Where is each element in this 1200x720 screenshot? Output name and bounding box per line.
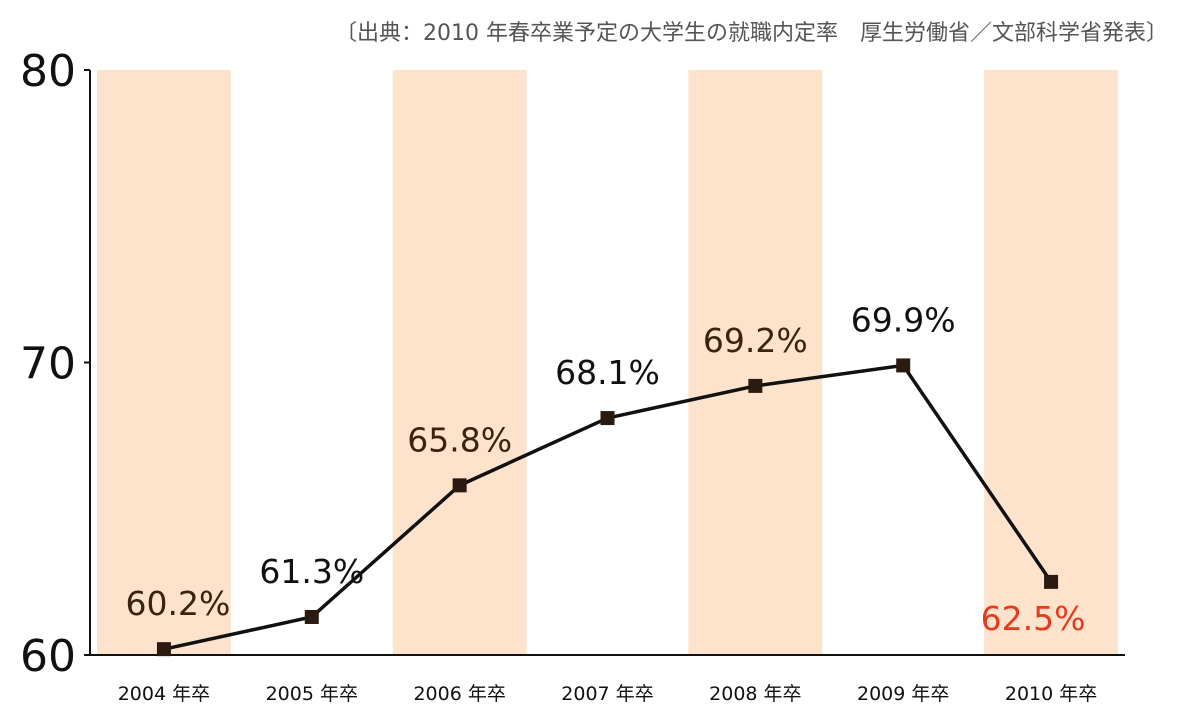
data-labels: 60.2% 61.3% 65.8% 68.1% 69.2% 69.9% 62.5% — [126, 300, 1086, 637]
series-line — [163, 363, 1053, 651]
band-2 — [392, 70, 527, 655]
data-label-5: 69.9% — [851, 300, 956, 339]
x-tick-label-1: 2005 年卒 — [266, 683, 358, 705]
x-tick-label-4: 2008 年卒 — [709, 683, 801, 705]
data-point-5 — [896, 358, 911, 373]
data-point-0 — [156, 642, 171, 657]
y-tick-label-1: 70 — [20, 339, 76, 390]
data-label-0: 60.2% — [126, 584, 231, 623]
data-point-1 — [304, 609, 319, 624]
band-0 — [97, 70, 231, 655]
x-tick-label-3: 2007 年卒 — [561, 683, 653, 705]
band-4 — [688, 70, 823, 655]
data-label-3: 68.1% — [555, 353, 660, 392]
data-point-6 — [1044, 574, 1059, 589]
y-tick-label-2: 80 — [20, 46, 76, 97]
x-tick-label-6: 2010 年卒 — [1005, 683, 1097, 705]
y-tick-label-0: 60 — [20, 631, 76, 682]
data-label-6: 62.5% — [981, 599, 1086, 638]
y-tick-labels: 60 70 80 — [20, 46, 90, 682]
x-tick-label-5: 2009 年卒 — [857, 683, 949, 705]
data-point-2 — [452, 478, 467, 493]
band-6 — [984, 70, 1118, 655]
x-tick-label-2: 2006 年卒 — [413, 683, 505, 705]
data-point-4 — [748, 378, 763, 393]
x-tick-label-0: 2004 年卒 — [118, 683, 210, 705]
x-tick-labels: 2004 年卒 2005 年卒 2006 年卒 2007 年卒 2008 年卒 2009 … — [118, 683, 1098, 705]
data-label-1: 61.3% — [259, 552, 364, 591]
source-note: 〔出典：2010 年春卒業予定の大学生の就職内定率 厚生労働省／文部科学省発表〕 — [335, 21, 1168, 46]
data-point-3 — [600, 411, 615, 426]
background-bands — [97, 70, 1118, 655]
series-line-group — [156, 358, 1059, 657]
data-label-4: 69.2% — [703, 321, 808, 360]
data-label-2: 65.8% — [407, 420, 512, 459]
